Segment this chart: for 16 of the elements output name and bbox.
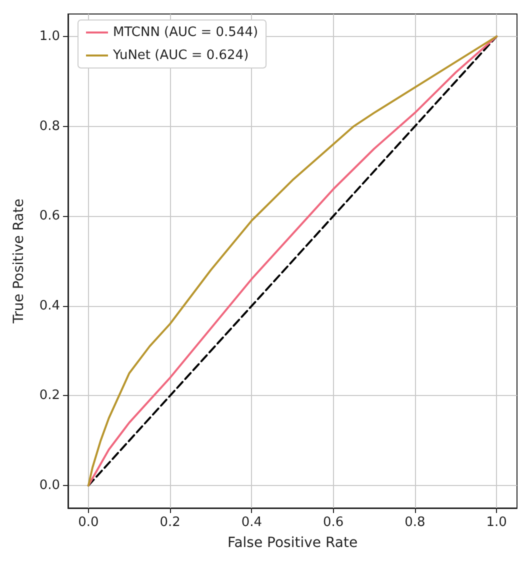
x-tick-label: 1.0 [486,515,507,530]
x-tick-label: 0.6 [322,515,344,530]
y-tick-label: 0.2 [39,388,60,404]
y-axis-title: True Positive Rate [11,198,27,324]
legend-label: MTCNN (AUC = 0.544) [113,25,258,40]
x-tick-label: 0.8 [404,515,426,530]
x-tick-label: 0.4 [241,515,262,530]
x-axis-title: False Positive Rate [227,535,358,551]
x-tick-label: 0.2 [160,515,180,530]
legend-label: YuNet (AUC = 0.624) [112,48,249,63]
y-tick-label: 1.0 [39,28,60,44]
x-tick-label: 0.0 [78,515,99,530]
y-tick-label: 0.8 [39,118,60,134]
y-tick-label: 0.0 [39,478,60,494]
y-tick-label: 0.6 [39,208,60,224]
y-tick-label: 0.4 [39,298,60,314]
